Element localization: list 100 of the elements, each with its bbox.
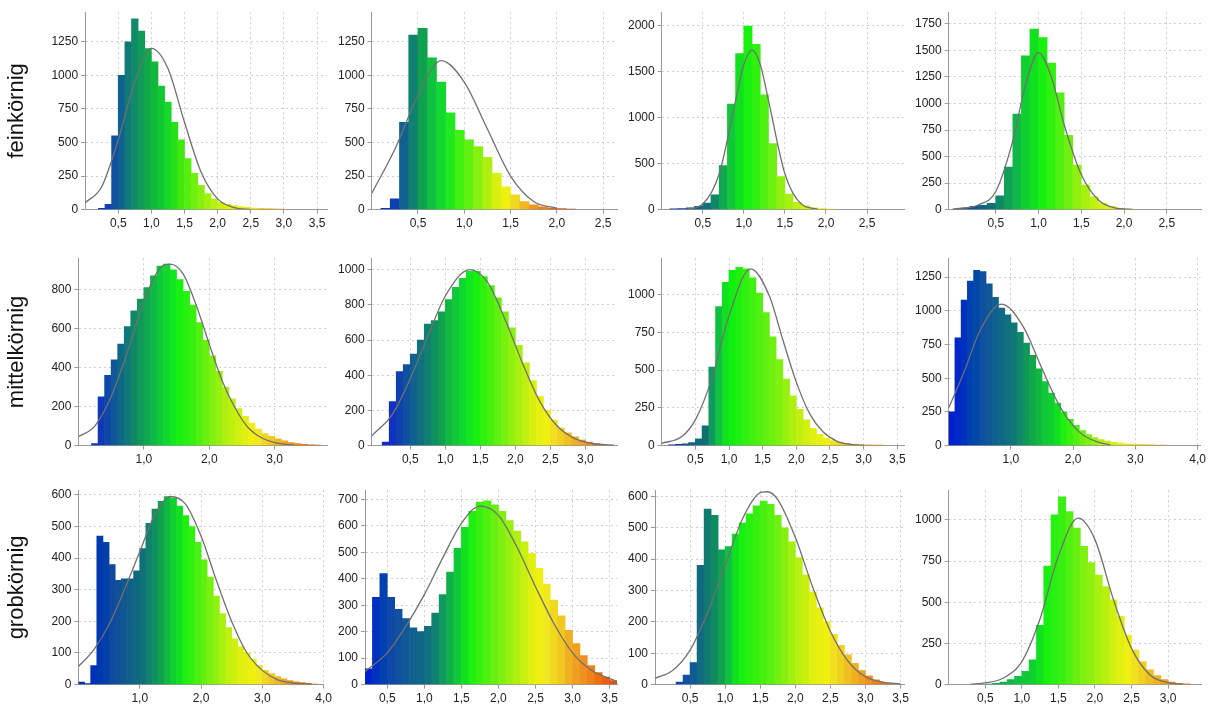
x-tick-label: 3,0 [577, 452, 595, 467]
y-tick-label: 200 [627, 614, 649, 629]
y-tick-label: 1000 [914, 95, 943, 110]
y-tick-label: 700 [337, 491, 359, 506]
y-tick-label: 0 [358, 201, 366, 216]
x-tick-label: 1,0 [131, 691, 149, 706]
y-tick-label: 0 [648, 437, 656, 452]
x-tick-label: 2,5 [242, 216, 260, 231]
y-tick-label: 0 [351, 676, 359, 691]
y-tick-label: 750 [58, 101, 79, 116]
y-tick-label: 0 [935, 437, 943, 452]
x-tick-label: 0,5 [687, 452, 705, 467]
y-tick-label: 500 [921, 594, 943, 609]
y-tick-label: 500 [634, 362, 656, 377]
y-tick-label: 250 [921, 175, 943, 190]
y-tick-label: 400 [344, 367, 366, 382]
y-tick-label: 400 [51, 550, 72, 565]
y-tick-label: 1000 [627, 110, 656, 125]
x-tick-label: 1,0 [455, 216, 473, 231]
y-tick-label: 0 [64, 437, 72, 452]
x-tick-label: 2,5 [821, 452, 839, 467]
y-tick-label: 500 [634, 156, 656, 171]
y-tick-label: 0 [71, 201, 79, 216]
y-tick-label: 600 [627, 488, 649, 503]
x-tick-label: 2,0 [786, 691, 804, 706]
y-tick-label: 750 [921, 122, 943, 137]
x-tick-label: 0,5 [681, 691, 699, 706]
x-tick-label: 1,0 [1002, 452, 1020, 467]
y-tick-label: 500 [627, 520, 649, 535]
x-tick-label: 1,5 [776, 216, 794, 231]
x-tick-label: 0,5 [378, 691, 396, 706]
x-tick-label: 1,5 [751, 691, 769, 706]
x-tick-label: 0,5 [409, 216, 427, 231]
y-tick-label: 1000 [337, 261, 366, 276]
x-tick-label: 2,0 [200, 452, 218, 467]
y-axis-title: mittelkörnig [3, 295, 29, 409]
x-tick-label: 2,5 [1123, 691, 1141, 706]
x-tick-label: 3,0 [1127, 452, 1145, 467]
y-tick-label: 0 [358, 437, 366, 452]
x-tick-label: 0,5 [976, 691, 994, 706]
x-tick-label: 1,0 [436, 452, 454, 467]
x-tick-label: 1,0 [1030, 216, 1048, 231]
x-tick-label: 3,0 [564, 691, 582, 706]
x-tick-label: 1,5 [176, 216, 194, 231]
x-tick-label: 1,5 [453, 691, 471, 706]
y-tick-label: 1000 [914, 303, 943, 318]
y-tick-label: 0 [64, 676, 72, 691]
x-tick-label: 1,5 [1072, 216, 1090, 231]
x-tick-label: 4,0 [1189, 452, 1207, 467]
y-axis-title: grobkörnig [3, 535, 29, 640]
y-tick-label: 1000 [51, 67, 79, 82]
y-tick-label: 750 [344, 101, 366, 116]
y-tick-label: 300 [337, 597, 359, 612]
y-tick-label: 600 [337, 518, 359, 533]
y-tick-label: 0 [935, 201, 943, 216]
x-tick-label: 2,0 [490, 691, 508, 706]
y-tick-label: 300 [51, 582, 72, 597]
x-tick-label: 1,0 [720, 452, 738, 467]
x-tick-label: 2,0 [209, 216, 227, 231]
y-tick-label: 0 [641, 676, 649, 691]
x-tick-label: 3,0 [275, 216, 293, 231]
y-tick-label: 1000 [914, 512, 943, 527]
x-tick-label: 3,0 [266, 452, 284, 467]
x-tick-label: 3,5 [601, 691, 619, 706]
y-tick-label: 2000 [627, 18, 656, 33]
y-tick-label: 800 [344, 297, 366, 312]
y-tick-label: 300 [627, 582, 649, 597]
x-tick-label: 2,0 [1086, 691, 1104, 706]
y-tick-label: 0 [648, 201, 656, 216]
x-tick-label: 3,0 [1159, 691, 1177, 706]
y-tick-label: 750 [921, 553, 943, 568]
x-tick-label: 1,5 [471, 452, 489, 467]
x-tick-label: 1,0 [1013, 691, 1031, 706]
x-tick-label: 1,5 [1050, 691, 1068, 706]
x-tick-label: 3,0 [857, 691, 875, 706]
x-tick-label: 0,5 [987, 216, 1005, 231]
x-tick-label: 2,0 [548, 216, 566, 231]
x-tick-label: 3,5 [308, 216, 326, 231]
y-tick-label: 200 [51, 398, 72, 413]
y-tick-label: 600 [51, 320, 72, 335]
x-tick-label: 3,0 [254, 691, 272, 706]
x-tick-label: 3,5 [892, 691, 910, 706]
y-tick-label: 100 [627, 645, 649, 660]
y-tick-label: 200 [51, 613, 72, 628]
x-tick-label: 2,5 [594, 216, 612, 231]
y-tick-label: 400 [51, 359, 72, 374]
x-tick-label: 2,0 [817, 216, 835, 231]
y-tick-label: 1000 [627, 286, 656, 301]
y-tick-label: 1250 [914, 269, 943, 284]
x-tick-label: 1,0 [735, 216, 753, 231]
y-tick-label: 500 [337, 544, 359, 559]
y-tick-label: 600 [51, 487, 72, 502]
x-tick-label: 0,5 [401, 452, 419, 467]
x-tick-label: 3,5 [888, 452, 906, 467]
y-tick-label: 200 [344, 402, 366, 417]
x-tick-label: 1,5 [754, 452, 772, 467]
y-tick-label: 1250 [51, 34, 79, 49]
y-tick-label: 600 [344, 332, 366, 347]
x-tick-label: 2,5 [858, 216, 876, 231]
y-tick-label: 100 [337, 650, 359, 665]
